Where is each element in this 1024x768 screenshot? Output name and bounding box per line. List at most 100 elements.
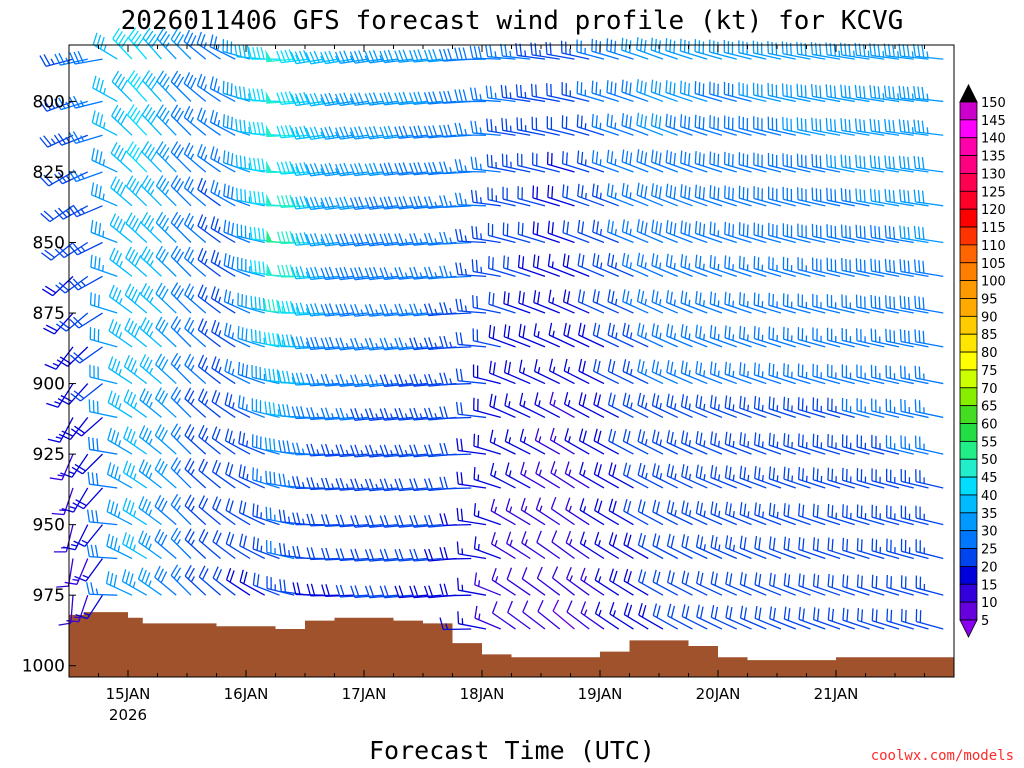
barb-shaft <box>225 509 251 526</box>
barb-full <box>547 253 551 267</box>
barb-full <box>368 92 375 105</box>
barb-full <box>423 408 430 421</box>
barb-shaft <box>667 615 693 630</box>
barb-full <box>520 118 523 131</box>
wind-barb <box>198 565 221 596</box>
barb-half <box>149 330 154 338</box>
barb-shaft <box>549 403 575 418</box>
barb-full <box>819 85 822 98</box>
barb-shaft <box>871 200 900 207</box>
barb-shaft <box>607 195 634 207</box>
barb-shaft <box>184 364 207 385</box>
barb-full <box>576 114 579 127</box>
barb-full <box>43 174 53 185</box>
barb-shaft <box>591 50 619 60</box>
barb-full <box>423 337 430 350</box>
barb-shaft <box>125 257 148 277</box>
wind-barb <box>622 359 649 385</box>
barb-shaft <box>828 619 855 630</box>
barb-full <box>187 567 195 580</box>
barb-full <box>656 535 661 548</box>
barb-full <box>469 87 474 100</box>
barb-full <box>669 81 672 94</box>
wind-barb <box>768 396 796 419</box>
barb-full <box>724 291 727 305</box>
wind-barb <box>565 530 590 560</box>
barb-half <box>732 544 736 552</box>
barb-full <box>443 335 449 349</box>
barb-full <box>581 291 586 304</box>
barb-full <box>627 571 632 584</box>
barb-shaft <box>443 453 472 456</box>
barb-shaft <box>170 115 192 136</box>
barb-shaft <box>82 453 103 475</box>
barb-full <box>840 224 843 237</box>
barb-shaft <box>827 305 855 314</box>
barb-full <box>625 220 629 234</box>
barb-half <box>149 226 155 233</box>
barb-full <box>565 497 571 510</box>
barb-full <box>196 107 203 120</box>
barb-full <box>379 50 386 63</box>
barb-full <box>339 548 345 561</box>
barb-shaft <box>652 581 679 596</box>
barb-full <box>504 393 508 406</box>
barb-full <box>282 404 286 417</box>
barb-full <box>754 466 757 479</box>
wind-barb <box>840 118 870 136</box>
barb-full <box>417 125 423 138</box>
wind-barb <box>885 398 914 419</box>
wind-barb <box>695 361 723 385</box>
wind-barb <box>210 249 236 277</box>
barb-full <box>74 575 87 582</box>
barb-shaft <box>237 235 265 244</box>
barb-full <box>684 432 689 445</box>
wind-barb <box>753 222 782 244</box>
barb-full <box>197 177 203 190</box>
barb-full <box>493 395 497 408</box>
barb-shaft <box>886 550 914 560</box>
barb-full <box>565 530 572 543</box>
barb-full <box>607 253 611 266</box>
barb-shaft <box>651 124 678 136</box>
barb-shaft <box>666 405 693 419</box>
barb-full <box>724 361 728 375</box>
wind-barb <box>885 435 914 455</box>
wind-barb <box>593 462 620 489</box>
barb-shaft <box>533 334 561 348</box>
barb-half <box>404 272 409 279</box>
barb-half <box>761 404 764 412</box>
barb-full <box>368 267 375 280</box>
barb-shaft <box>783 128 811 136</box>
barb-shaft <box>238 373 265 385</box>
barb-half <box>119 261 123 268</box>
barb-shaft <box>900 237 929 244</box>
barb-full <box>669 151 673 164</box>
barb-full <box>225 498 231 511</box>
barb-full <box>443 583 449 596</box>
barb-full <box>533 323 537 336</box>
barb-full <box>606 183 610 196</box>
barb-full <box>314 336 320 349</box>
barb-full <box>364 267 371 280</box>
barb-shaft <box>239 545 266 560</box>
barb-half <box>375 343 379 350</box>
barb-half <box>599 228 603 236</box>
wind-barb <box>580 567 605 596</box>
barb-full <box>871 608 874 621</box>
barb-full <box>869 85 872 98</box>
wind-barb <box>681 570 708 596</box>
wind-barb <box>92 32 118 60</box>
barb-full <box>237 395 241 408</box>
barb-shaft <box>473 306 501 314</box>
barb-half <box>217 119 221 127</box>
barb-full <box>285 194 291 208</box>
barb-full <box>607 359 612 372</box>
barb-full <box>299 232 305 245</box>
wind-barb <box>184 353 207 385</box>
barb-full <box>801 468 805 481</box>
colorbar-label: 140 <box>981 132 1006 147</box>
barb-full <box>402 196 409 209</box>
barb-full <box>428 125 434 138</box>
barb-full <box>157 427 165 439</box>
